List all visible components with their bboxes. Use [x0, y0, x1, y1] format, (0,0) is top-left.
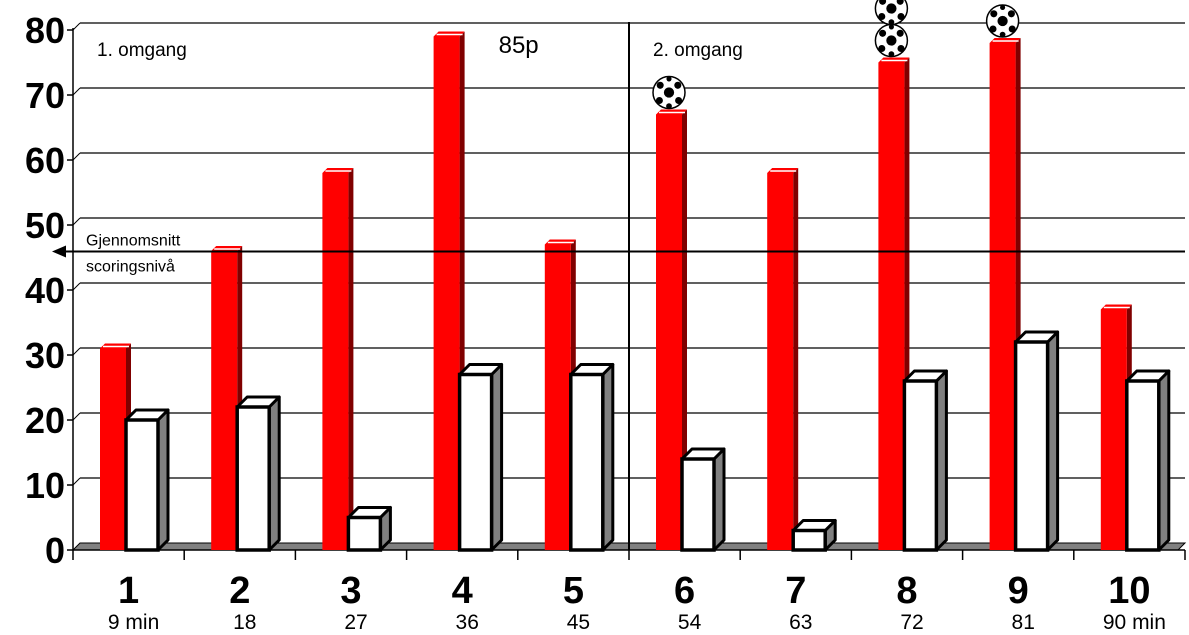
bar-white: [902, 369, 948, 552]
x-sub-label: 90 min: [1103, 611, 1166, 634]
bar-red-side: [348, 168, 354, 550]
half-label: 2. omgang: [653, 40, 743, 61]
x-category-label: 4: [452, 570, 473, 612]
gridline-diagonal: [72, 22, 81, 31]
bar-red-face: [1100, 309, 1127, 550]
gridline-diagonal: [72, 412, 81, 421]
x-category-label: 3: [340, 570, 361, 612]
bar-white: [680, 447, 726, 552]
bar-red-face: [767, 173, 794, 550]
bar-red: [656, 109, 687, 550]
average-label-line2: scoringsnivå: [86, 258, 175, 276]
x-category-label: 9: [1008, 570, 1029, 612]
x-sub-label: 36: [456, 611, 479, 634]
goal-markers: [652, 0, 1020, 110]
half-label: 1. omgang: [97, 40, 187, 61]
bar-white: [1013, 330, 1060, 552]
y-tick-label: 70: [25, 75, 65, 116]
y-tick-label: 20: [25, 400, 65, 441]
soccer-ball-icon: [874, 23, 909, 58]
y-tick-label: 50: [25, 205, 65, 246]
x-sub-label: 81: [1012, 611, 1035, 634]
bar-red-face: [656, 114, 682, 550]
x-sub-label: 27: [344, 611, 367, 634]
bar-red-face: [322, 173, 349, 550]
x-sub-label: 18: [233, 611, 256, 634]
gridline-diagonal: [72, 347, 81, 356]
arrow-left-icon: [52, 245, 66, 258]
gridline-diagonal: [72, 152, 81, 161]
average-line: Gjennomsnitt scoringsnivå: [52, 233, 1185, 276]
x-category-label: 6: [674, 570, 695, 612]
bar-red-side: [682, 109, 687, 550]
gridline-diagonal: [72, 282, 81, 291]
x-category-label: 5: [563, 570, 584, 612]
x-category-label: 10: [1108, 570, 1150, 612]
y-tick-label: 10: [25, 465, 65, 506]
soccer-ball-icon: [652, 75, 686, 110]
y-tick-label: 0: [45, 530, 65, 571]
bar-red-face: [878, 62, 905, 550]
bar-red: [322, 168, 354, 550]
bar-white-face: [791, 528, 827, 552]
x-sub-label: 45: [567, 611, 590, 634]
bar-white-face: [1125, 379, 1161, 552]
bar-white: [1125, 369, 1171, 552]
y-tick-label: 30: [25, 335, 65, 376]
bar-red: [878, 57, 910, 550]
x-sub-label: 63: [789, 611, 812, 634]
bar-white-face: [1013, 340, 1050, 552]
bar-white: [346, 506, 392, 552]
gridline-diagonal: [72, 217, 81, 226]
x-sub-label: 72: [900, 611, 923, 634]
bar-red-face: [544, 244, 571, 550]
bar-white-face: [569, 372, 605, 552]
bar-red-side: [793, 168, 799, 550]
y-tick-label: 40: [25, 270, 65, 311]
gridline-diagonal: [72, 477, 81, 486]
bar-white-face: [457, 372, 494, 552]
bar-red-face: [433, 36, 460, 550]
bar-red: [433, 31, 465, 550]
x-category-label: 8: [896, 570, 917, 612]
x-category-label: 7: [785, 570, 806, 612]
bar-white: [569, 363, 615, 552]
gridline-diagonal: [72, 87, 81, 96]
average-label-line1: Gjennomsnitt: [86, 233, 181, 250]
x-category-label: 2: [229, 570, 250, 612]
bar-white-face: [124, 418, 160, 552]
bar-white: [457, 363, 504, 552]
bar-white: [124, 408, 170, 552]
bar-white-face: [902, 379, 939, 552]
y-tick-label: 60: [25, 140, 65, 181]
bar-red-face: [989, 43, 1016, 550]
x-sub-label: 54: [678, 611, 702, 634]
bar-red-face: [211, 251, 238, 550]
bar-red-face: [100, 348, 126, 550]
bar-white: [235, 395, 281, 552]
x-category-label: 1: [118, 570, 139, 612]
bar-white-face: [235, 405, 271, 552]
bar-red: [767, 168, 799, 550]
soccer-ball-icon: [985, 4, 1020, 38]
x-sub-label: 9 min: [108, 611, 159, 634]
peak-annotation: 85p: [499, 32, 539, 59]
soccer-ball-icon: [874, 0, 909, 26]
bar-white-face: [680, 457, 716, 552]
bar-red: [100, 343, 131, 550]
y-tick-label: 80: [25, 10, 65, 51]
bars: [100, 31, 1171, 552]
bar-white-face: [346, 515, 383, 552]
bar-white: [791, 519, 837, 552]
